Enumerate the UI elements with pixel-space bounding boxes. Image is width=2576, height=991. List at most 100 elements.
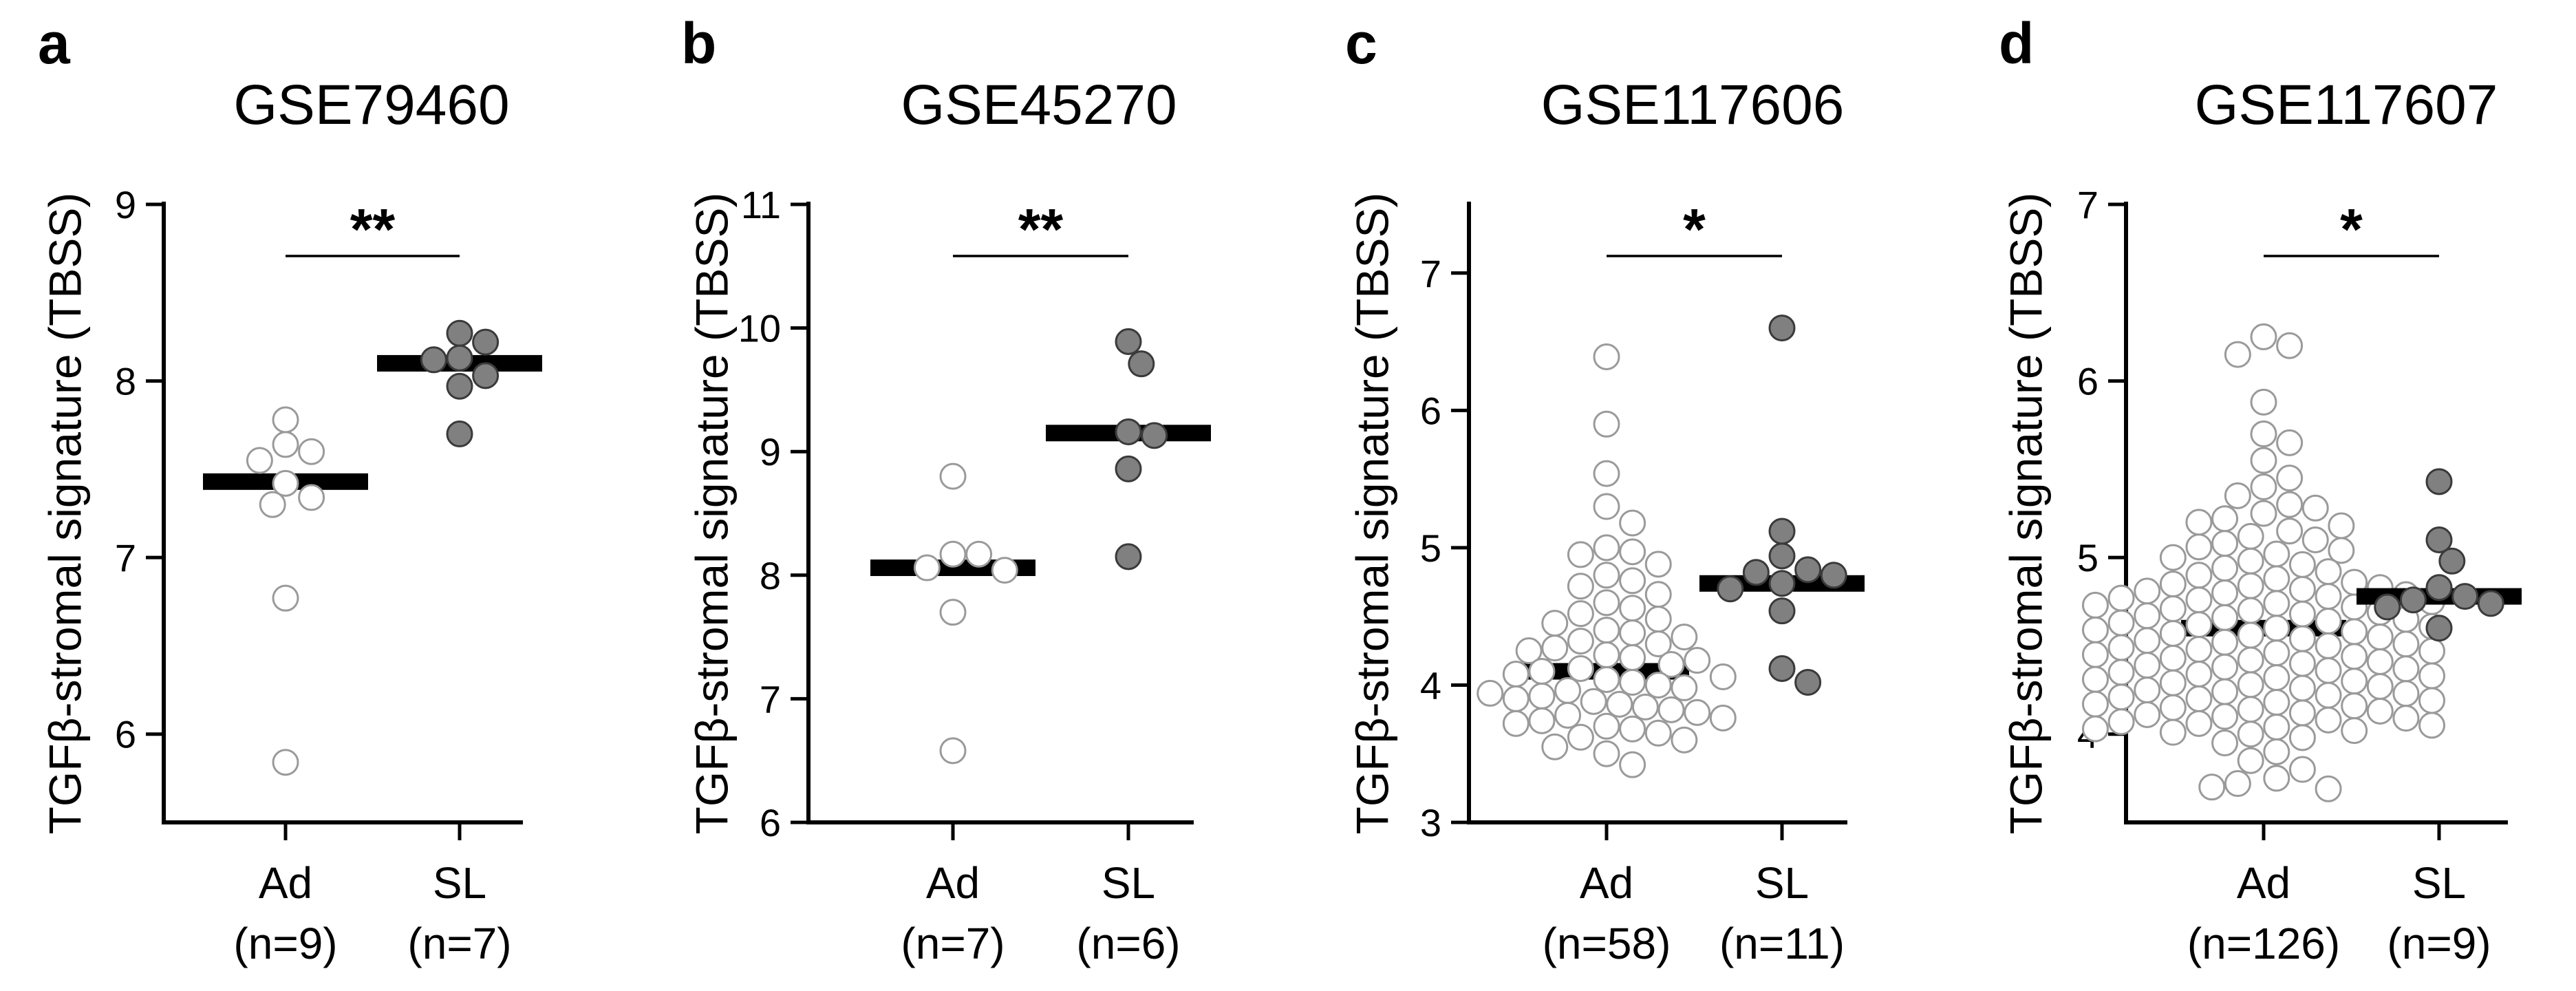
data-point bbox=[1593, 562, 1620, 589]
data-point bbox=[272, 469, 299, 497]
data-point bbox=[2185, 562, 2213, 589]
data-point bbox=[1115, 455, 1142, 482]
data-point bbox=[1644, 719, 1672, 747]
data-point bbox=[1619, 751, 1646, 778]
data-point bbox=[2263, 738, 2290, 765]
data-point bbox=[1657, 651, 1685, 679]
data-point bbox=[1554, 701, 1582, 729]
data-point bbox=[1580, 688, 1607, 715]
data-point bbox=[472, 328, 500, 356]
y-tick-label: 7 bbox=[115, 536, 136, 579]
data-point bbox=[1593, 740, 1620, 767]
data-point bbox=[1528, 657, 1556, 685]
significance-label: ** bbox=[1018, 197, 1064, 262]
data-point bbox=[1593, 460, 1620, 487]
data-point bbox=[1717, 575, 1744, 603]
data-point bbox=[1593, 617, 1620, 644]
data-point bbox=[2288, 551, 2316, 578]
data-point bbox=[991, 557, 1018, 584]
data-point bbox=[2211, 628, 2239, 656]
data-point bbox=[1742, 559, 1770, 586]
data-point bbox=[2081, 616, 2109, 643]
x-category-label: Ad bbox=[926, 858, 980, 908]
data-point bbox=[1794, 556, 1822, 584]
data-point bbox=[2374, 593, 2401, 621]
data-point bbox=[1631, 693, 1659, 721]
data-point bbox=[2185, 611, 2213, 639]
data-point bbox=[1768, 570, 1796, 597]
data-point bbox=[1567, 654, 1594, 682]
data-point bbox=[1593, 589, 1620, 617]
data-point bbox=[1644, 630, 1672, 658]
y-tick-label: 7 bbox=[2077, 183, 2099, 226]
data-point bbox=[2237, 621, 2264, 649]
data-point bbox=[1644, 671, 1672, 699]
data-point bbox=[2250, 388, 2277, 416]
data-point bbox=[2081, 641, 2109, 668]
data-point bbox=[1502, 710, 1530, 737]
data-point bbox=[2418, 687, 2446, 714]
data-point bbox=[2081, 591, 2109, 619]
data-point bbox=[2134, 701, 2161, 728]
data-point bbox=[1820, 562, 1847, 589]
x-category-count: (n=9) bbox=[2387, 919, 2491, 968]
significance-label: ** bbox=[350, 197, 396, 262]
data-point bbox=[2159, 644, 2187, 672]
data-point bbox=[1541, 635, 1569, 662]
data-point bbox=[2288, 650, 2316, 677]
data-point bbox=[1768, 542, 1796, 570]
data-point bbox=[2211, 604, 2239, 631]
data-point bbox=[2237, 671, 2264, 699]
data-point bbox=[2315, 706, 2342, 734]
data-point bbox=[2107, 584, 2135, 612]
data-point bbox=[2237, 597, 2264, 624]
y-tick-label: 6 bbox=[760, 801, 781, 844]
data-point bbox=[2081, 690, 2109, 718]
data-point bbox=[1541, 610, 1569, 637]
data-point bbox=[1768, 597, 1796, 625]
data-point bbox=[2185, 636, 2213, 663]
data-point bbox=[2276, 429, 2304, 456]
data-point bbox=[472, 362, 500, 390]
data-point bbox=[2425, 526, 2453, 553]
data-point bbox=[1593, 641, 1620, 669]
data-point bbox=[939, 540, 967, 568]
y-tick-label: 5 bbox=[2077, 536, 2099, 579]
panel-letter: d bbox=[1999, 11, 2034, 76]
data-point bbox=[446, 372, 473, 400]
data-point bbox=[2392, 655, 2420, 683]
data-point bbox=[2107, 708, 2135, 736]
data-point bbox=[2159, 571, 2187, 598]
x-category-label: SL bbox=[433, 858, 486, 908]
x-category-count: (n=7) bbox=[407, 919, 511, 968]
y-tick-label: 10 bbox=[738, 307, 781, 350]
panel-title: GSE117607 bbox=[2195, 74, 2498, 136]
data-point bbox=[2288, 625, 2316, 652]
data-point bbox=[1768, 654, 1796, 682]
data-point bbox=[2211, 530, 2239, 557]
data-point bbox=[272, 584, 299, 612]
data-point bbox=[1593, 665, 1620, 693]
data-point bbox=[1671, 624, 1698, 651]
data-point bbox=[2315, 775, 2342, 802]
y-tick-label: 8 bbox=[115, 360, 136, 403]
data-point bbox=[2315, 632, 2342, 659]
data-point bbox=[1593, 410, 1620, 438]
data-point bbox=[965, 540, 993, 568]
data-point bbox=[2301, 494, 2329, 522]
data-point bbox=[2263, 639, 2290, 667]
data-point bbox=[1567, 600, 1594, 628]
x-category-label: SL bbox=[1102, 858, 1155, 908]
data-point bbox=[1671, 726, 1698, 754]
data-point bbox=[1115, 418, 1142, 445]
data-point bbox=[2392, 705, 2420, 732]
x-category-count: (n=7) bbox=[901, 919, 1005, 968]
data-point bbox=[2237, 721, 2264, 748]
data-point bbox=[2315, 558, 2342, 586]
data-point bbox=[1709, 704, 1737, 732]
data-point bbox=[2250, 420, 2277, 448]
data-point bbox=[1794, 668, 1822, 696]
data-point bbox=[2159, 544, 2187, 571]
x-category-count: (n=11) bbox=[1719, 919, 1845, 968]
data-point bbox=[1477, 679, 1504, 707]
